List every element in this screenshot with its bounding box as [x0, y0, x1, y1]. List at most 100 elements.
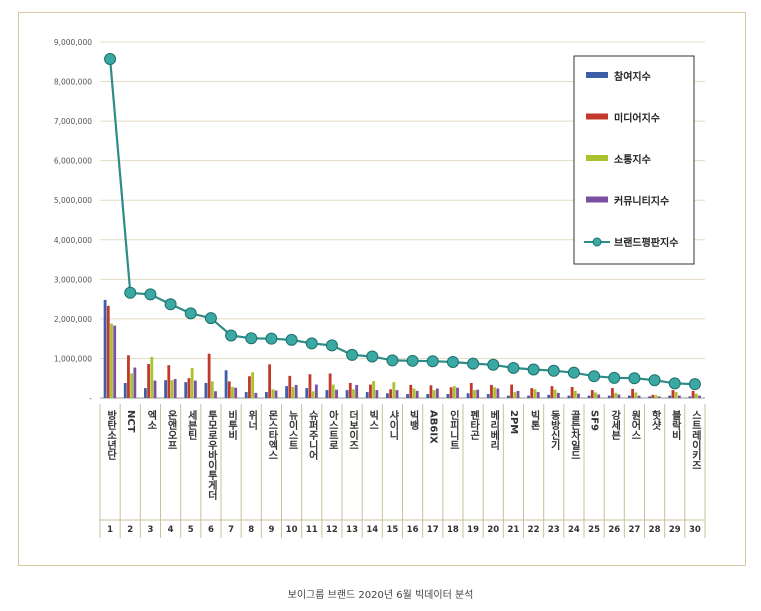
- category-label: 인피니트: [447, 409, 459, 450]
- reputation-point: [204, 312, 217, 325]
- reputation-point: [245, 332, 258, 345]
- bar-4: [456, 387, 459, 398]
- bar-1: [547, 394, 551, 398]
- bar-3: [614, 392, 618, 398]
- bar-3: [231, 386, 234, 398]
- rank-label: 5: [188, 525, 194, 535]
- rank-label: 4: [168, 525, 174, 535]
- bar-3: [553, 389, 557, 398]
- bar-1: [587, 395, 591, 398]
- bar-1: [305, 388, 309, 398]
- bar-4: [536, 392, 540, 398]
- reputation-point: [144, 288, 157, 301]
- line-layer: [104, 53, 701, 391]
- category-label: 아스트로: [326, 409, 338, 450]
- bar-4: [193, 380, 197, 398]
- bar-2: [510, 384, 514, 398]
- reputation-point: [527, 363, 540, 376]
- bar-1: [345, 390, 349, 398]
- bar-1: [486, 394, 490, 398]
- bar-3: [594, 392, 597, 398]
- bar-4: [476, 389, 480, 398]
- bar-2: [369, 384, 372, 398]
- bar-3: [452, 386, 456, 398]
- category-label: 빅톤: [528, 409, 540, 430]
- bar-2: [530, 388, 534, 398]
- reputation-point: [507, 361, 520, 374]
- bars-layer: [103, 299, 701, 398]
- bar-3: [210, 381, 214, 398]
- bar-2: [570, 386, 574, 398]
- bar-1: [365, 392, 369, 398]
- category-label: 방탄소년단: [105, 409, 117, 460]
- rank-label: 8: [248, 525, 254, 535]
- category-label: 뉴이스트: [286, 410, 298, 450]
- y-tick-label: 4,000,000: [54, 236, 92, 245]
- bar-4: [415, 390, 419, 398]
- bar-1: [325, 390, 329, 398]
- category-label: 슈퍼주니어: [306, 410, 318, 461]
- bar-2: [348, 382, 352, 398]
- bar-1: [648, 396, 651, 398]
- bar-4: [314, 384, 318, 398]
- bar-4: [577, 393, 580, 398]
- bar-1: [285, 386, 288, 398]
- bar-1: [244, 392, 248, 398]
- rank-label: 6: [208, 525, 214, 535]
- bar-4: [597, 394, 601, 398]
- rank-label: 22: [528, 525, 540, 535]
- bar-4: [617, 394, 621, 398]
- category-label: 스트레이키즈: [689, 410, 701, 470]
- rank-label: 12: [326, 525, 338, 535]
- legend-swatch: [586, 113, 608, 120]
- reputation-point: [325, 339, 338, 352]
- bar-2: [409, 384, 413, 398]
- bar-2: [490, 384, 493, 398]
- reputation-point: [285, 333, 298, 346]
- reputation-point: [184, 307, 197, 320]
- category-label: 위너: [246, 409, 258, 431]
- category-label: 몬스타엑스: [266, 410, 278, 460]
- category-label: 빅뱅: [407, 409, 419, 431]
- bar-4: [395, 390, 399, 398]
- bar-4: [294, 384, 298, 398]
- bar-3: [331, 384, 335, 398]
- reputation-point: [426, 355, 439, 368]
- reputation-point: [104, 53, 117, 66]
- bar-2: [227, 381, 231, 398]
- category-label: 강세븐: [609, 409, 621, 440]
- category-label: SF9: [589, 410, 600, 431]
- bar-1: [265, 392, 268, 398]
- bar-3: [573, 390, 577, 398]
- bar-4: [133, 367, 137, 398]
- bar-3: [352, 389, 355, 398]
- bar-4: [496, 388, 500, 398]
- legend-label: 참여지수: [614, 70, 651, 83]
- bar-3: [271, 389, 275, 398]
- bar-1: [123, 382, 127, 398]
- bar-3: [392, 382, 396, 398]
- rank-label: 2: [127, 525, 133, 535]
- rank-label: 17: [427, 525, 439, 535]
- reputation-point: [446, 356, 459, 369]
- reputation-point: [265, 332, 278, 345]
- bar-1: [386, 393, 389, 398]
- bar-4: [657, 396, 661, 398]
- bar-3: [251, 372, 255, 398]
- reputation-point: [648, 374, 661, 387]
- reputation-point: [547, 364, 560, 377]
- y-tick-label: 7,000,000: [54, 117, 92, 126]
- bar-1: [406, 394, 409, 398]
- rank-label: 20: [487, 525, 499, 535]
- rank-label: 19: [467, 525, 479, 535]
- reputation-point: [164, 298, 177, 311]
- legend-swatch: [586, 196, 608, 203]
- reputation-point: [386, 354, 399, 367]
- bar-3: [493, 387, 497, 398]
- bar-3: [674, 392, 678, 398]
- reputation-point: [467, 357, 480, 370]
- bar-2: [127, 355, 130, 398]
- bar-2: [449, 387, 453, 398]
- bar-4: [516, 390, 520, 398]
